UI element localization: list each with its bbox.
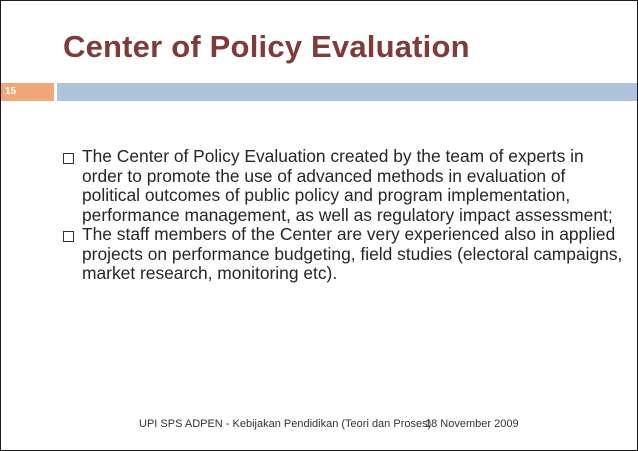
- bullet-text: The Center of Policy Evaluation created …: [82, 146, 613, 225]
- slide-number-bar: 15: [1, 83, 54, 101]
- footer-course-text: UPI SPS ADPEN - Kebijakan Pendidikan (Te…: [139, 418, 432, 430]
- slide-number: 15: [5, 86, 17, 97]
- footer-date: 18 November 2009: [425, 418, 519, 430]
- square-bullet-icon: [63, 231, 74, 242]
- bullet-list: The Center of Policy Evaluation created …: [63, 146, 623, 284]
- bullet-item: The Center of Policy Evaluation created …: [63, 146, 623, 225]
- bullet-text: The staff members of the Center are very…: [82, 224, 623, 283]
- slide-title: Center of Policy Evaluation: [63, 29, 470, 64]
- bullet-item: The staff members of the Center are very…: [63, 224, 623, 284]
- square-bullet-icon: [63, 153, 74, 164]
- header-divider-bar: [57, 83, 637, 101]
